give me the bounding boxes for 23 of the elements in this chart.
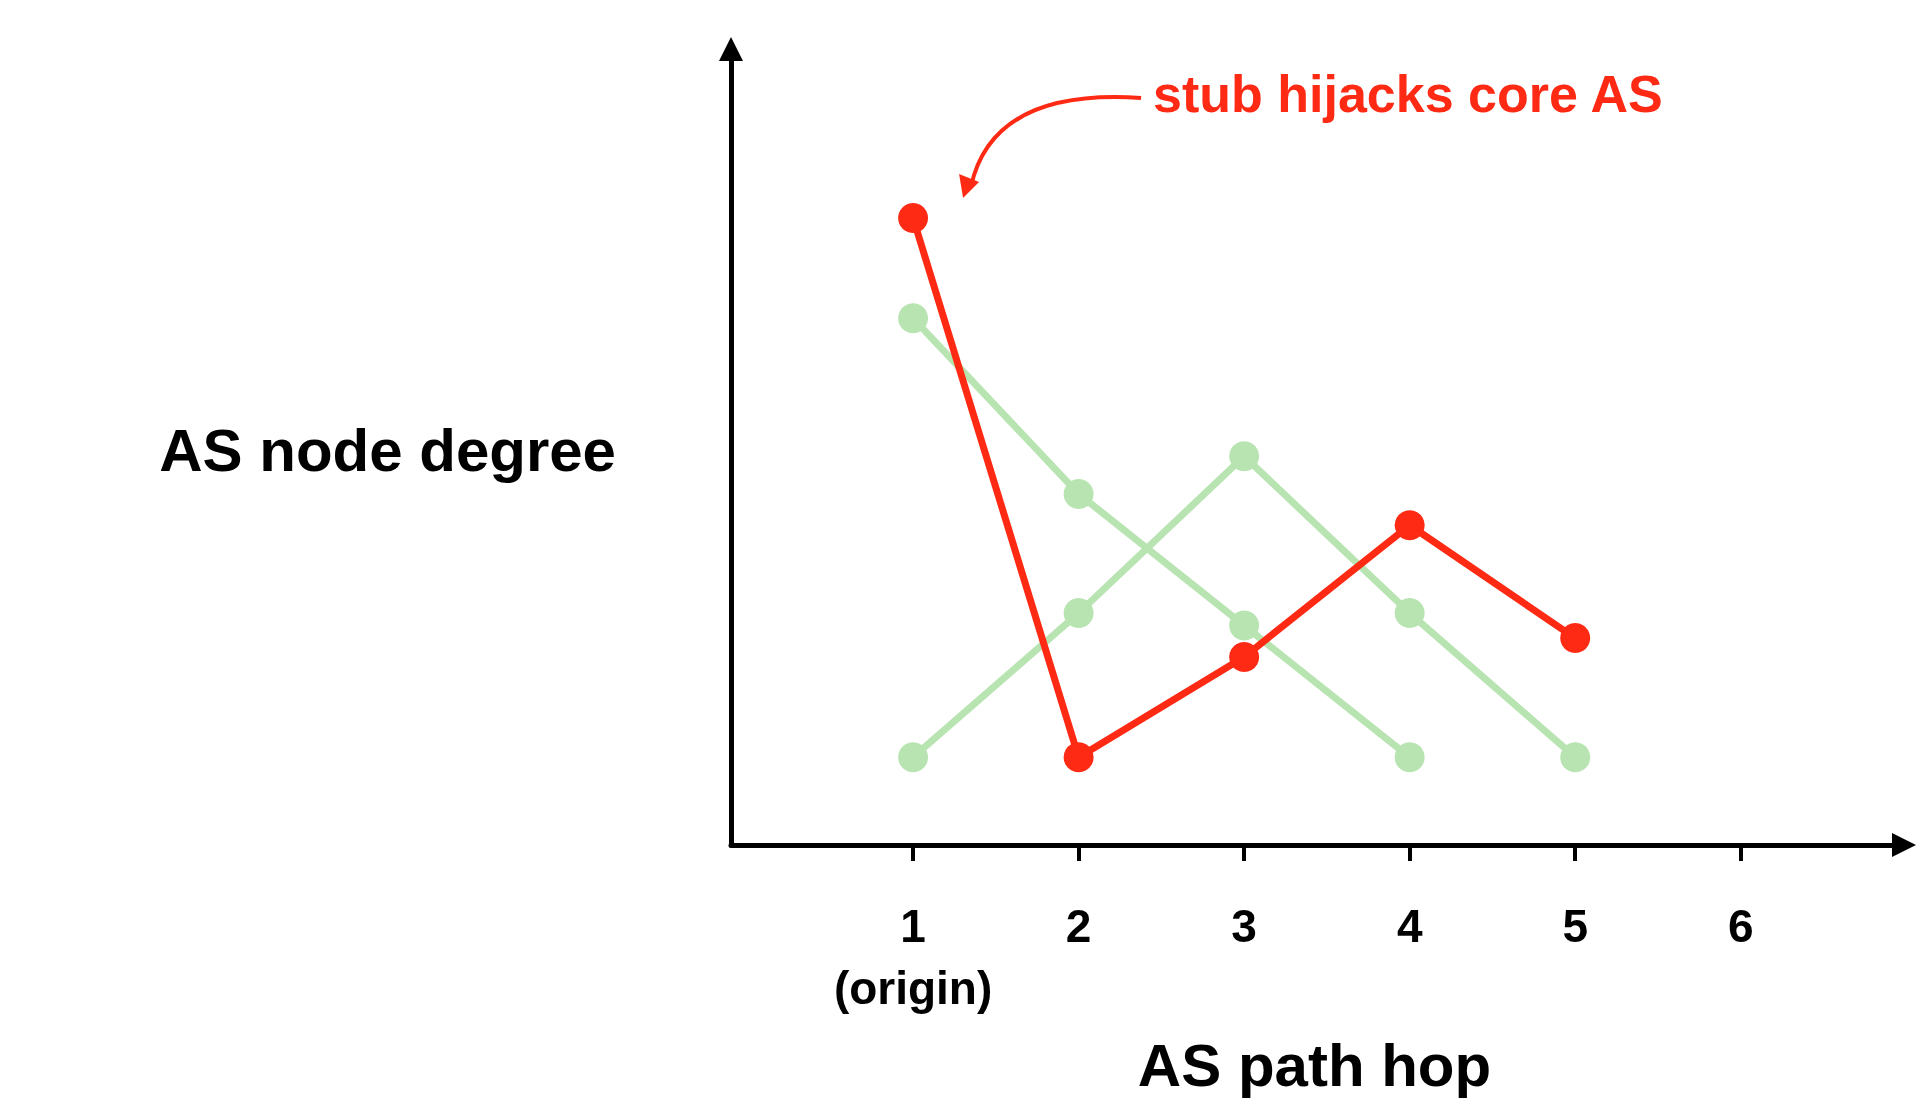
x-tick-label: 2 — [1065, 900, 1092, 952]
point — [1229, 441, 1260, 472]
point — [1560, 742, 1591, 773]
point — [898, 303, 929, 334]
x-tick-label: 4 — [1396, 900, 1423, 952]
point — [1394, 598, 1425, 629]
point — [898, 203, 929, 234]
point — [1063, 598, 1094, 629]
x-tick-label: 3 — [1231, 900, 1257, 952]
text: stub hijacks core AS — [1153, 65, 1663, 124]
x-tick-label: 1 (origin) — [833, 900, 993, 1014]
point — [1063, 742, 1094, 773]
point — [1229, 641, 1260, 672]
x-axis-title: AS path hop — [1137, 1031, 1492, 1099]
point — [1394, 510, 1425, 541]
point — [898, 742, 929, 773]
point — [1063, 478, 1094, 509]
point — [1560, 623, 1591, 654]
point — [1394, 742, 1425, 773]
x-tick-label: 6 — [1727, 900, 1754, 952]
point — [1229, 610, 1260, 641]
x-tick-label: 5 — [1562, 900, 1589, 952]
y-axis-title: AS node degree — [159, 416, 616, 484]
